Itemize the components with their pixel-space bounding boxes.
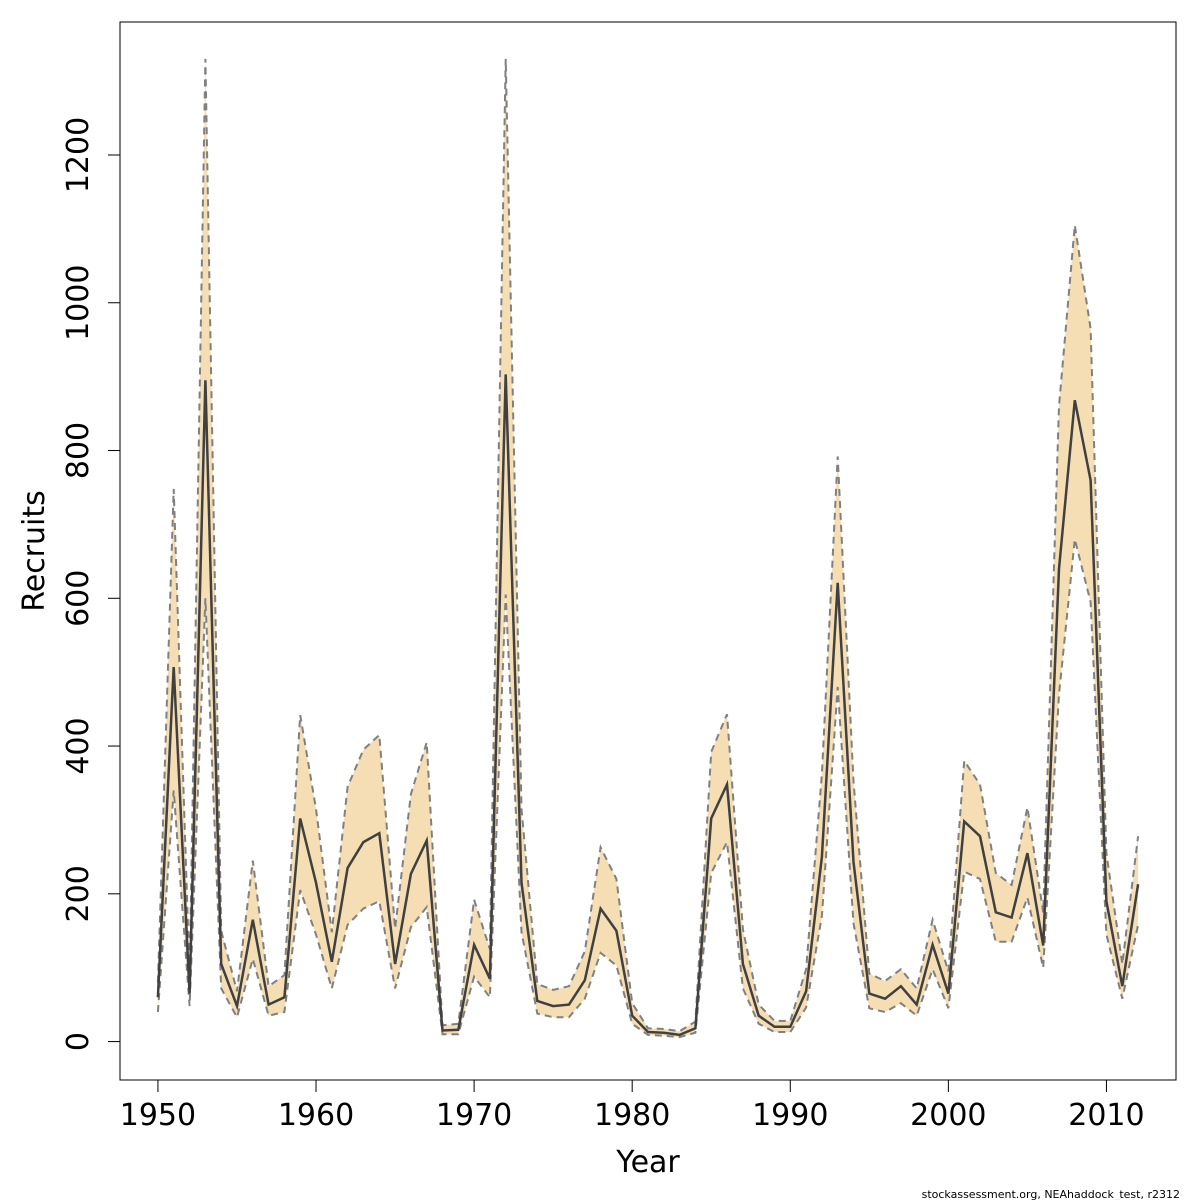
- x-tick-label: 1980: [594, 1098, 670, 1133]
- lower-bound-line: [156, 538, 1140, 1039]
- x-tick-label: 2010: [1068, 1098, 1144, 1133]
- x-axis: 1950 1960 1970 1980 1990 2000 2010: [120, 1079, 1145, 1133]
- x-tick-label: 2000: [910, 1098, 986, 1133]
- y-tick-label: 1200: [61, 117, 96, 193]
- y-axis-title: Recruits: [17, 490, 52, 612]
- y-tick-label: 0: [61, 1032, 96, 1051]
- x-axis-title: Year: [615, 1145, 680, 1180]
- y-axis: 0 200 400 600 800 1000 1200: [61, 117, 121, 1051]
- y-tick-label: 800: [61, 422, 96, 479]
- footer-credit: stockassessment.org, NEAhaddock_test, r2…: [922, 1188, 1180, 1200]
- y-tick-label: 1000: [61, 265, 96, 341]
- y-tick-label: 200: [61, 865, 96, 922]
- x-tick-label: 1950: [120, 1098, 196, 1133]
- x-tick-label: 1960: [278, 1098, 354, 1133]
- upper-bound-line: [156, 58, 1140, 1033]
- y-tick-label: 600: [61, 570, 96, 627]
- recruits-estimate-line: [156, 374, 1140, 1037]
- x-tick-label: 1970: [436, 1098, 512, 1133]
- y-tick-label: 400: [61, 717, 96, 774]
- x-tick-label: 1990: [752, 1098, 828, 1133]
